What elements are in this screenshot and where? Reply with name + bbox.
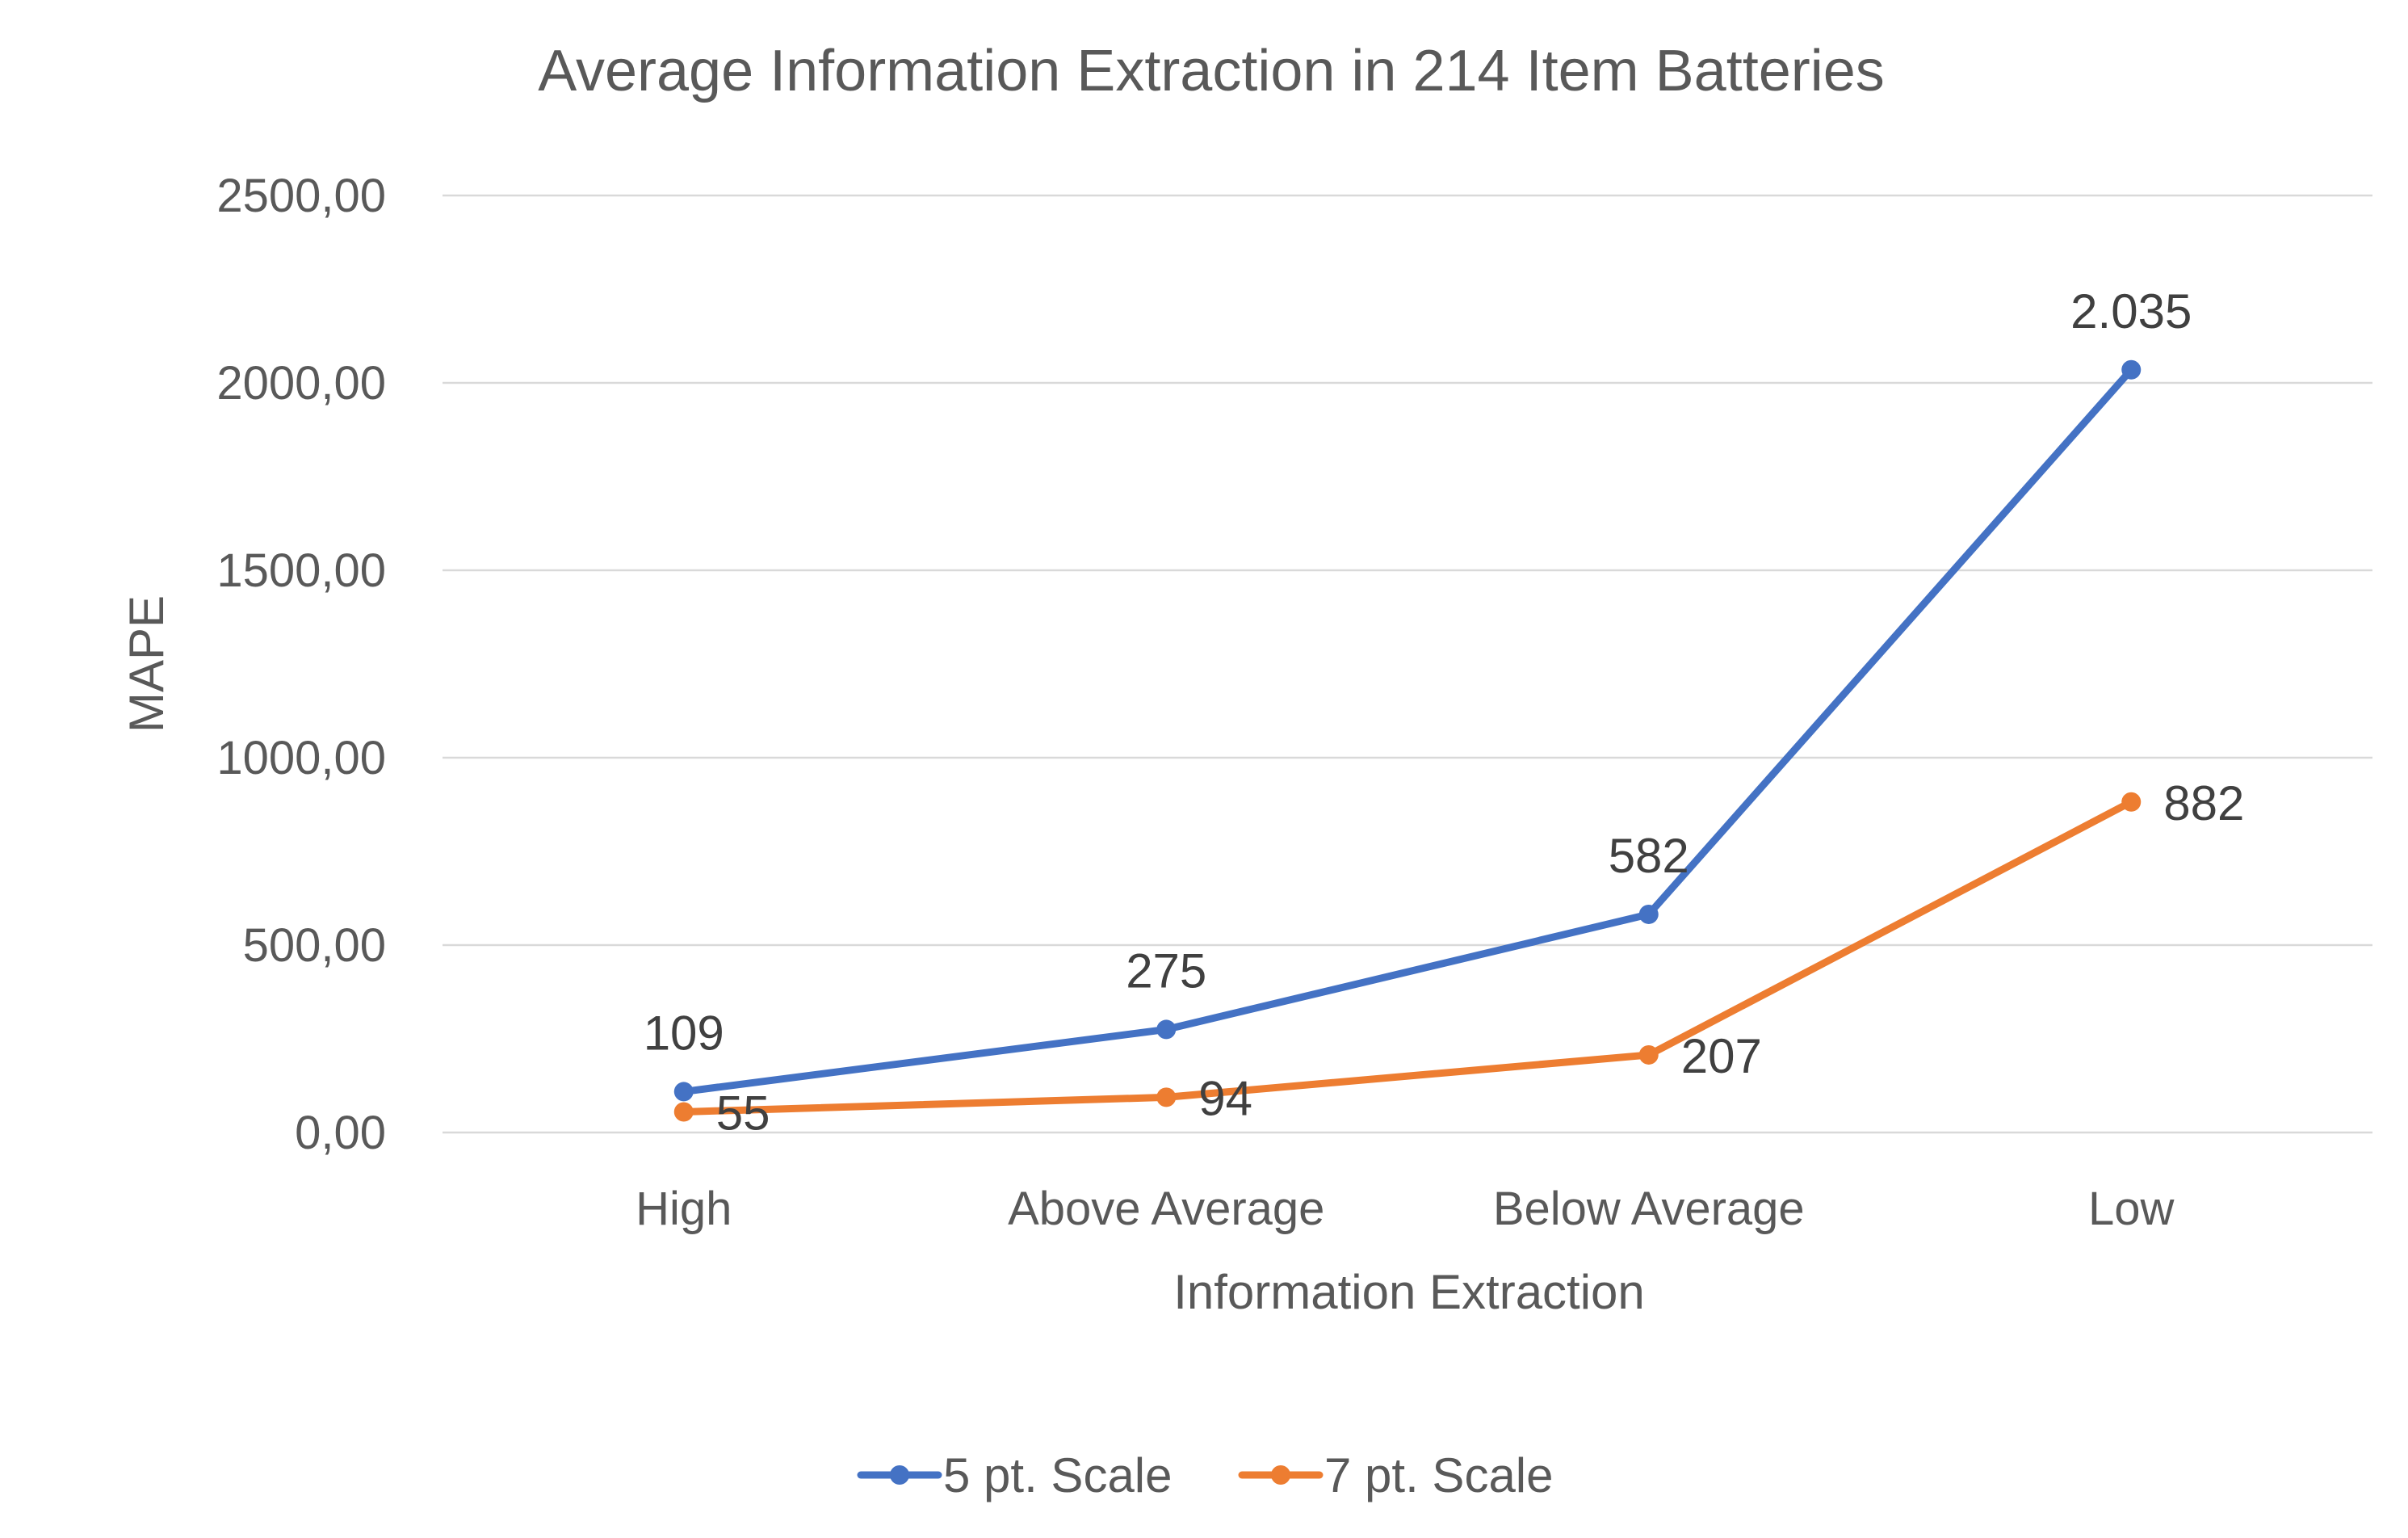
series-5-pt-scale	[673, 359, 2142, 1102]
data-label: 109	[644, 1006, 724, 1060]
x-axis-title: Information Extraction	[1173, 1265, 1645, 1319]
y-axis-ticks: 0,00 500,00 1000,00 1500,00 2000,00 2500,00	[216, 170, 386, 1159]
gridlines	[443, 194, 2372, 1134]
y-tick-label: 500,00	[243, 919, 386, 972]
legend-label: 7 pt. Scale	[1324, 1448, 1554, 1502]
data-point[interactable]	[673, 1082, 694, 1102]
data-point[interactable]	[1638, 904, 1659, 924]
data-point[interactable]	[1156, 1019, 1177, 1040]
y-tick-label: 2500,00	[216, 170, 386, 222]
x-axis-ticks: High Above Average Below Average Low	[636, 1183, 2175, 1235]
y-tick-label: 1500,00	[216, 544, 386, 597]
data-label: 207	[1681, 1029, 1762, 1083]
data-point[interactable]	[2121, 359, 2142, 380]
data-label: 582	[1609, 829, 1689, 883]
legend-entry[interactable]: 7 pt. Scale	[1238, 1448, 1554, 1502]
y-tick-label: 1000,00	[216, 732, 386, 784]
series-lines	[673, 359, 2142, 1122]
legend-entry[interactable]: 5 pt. Scale	[857, 1448, 1173, 1502]
data-label: 882	[2163, 776, 2244, 830]
x-tick-label: High	[636, 1183, 732, 1235]
data-point[interactable]	[1638, 1044, 1659, 1065]
data-label: 2.035	[2070, 284, 2192, 338]
legend-swatch-marker	[1271, 1465, 1290, 1485]
legend-label: 5 pt. Scale	[943, 1448, 1173, 1502]
data-point[interactable]	[2121, 792, 2142, 812]
x-tick-label: Below Average	[1493, 1183, 1805, 1235]
series-line-5-pt-scale	[680, 366, 2135, 1095]
data-point[interactable]	[1156, 1087, 1177, 1107]
data-label: 275	[1126, 943, 1206, 998]
series-line-7-pt-scale	[680, 798, 2135, 1116]
x-tick-label: Low	[2088, 1183, 2175, 1235]
y-tick-label: 0,00	[295, 1107, 386, 1159]
data-labels: 109 275 582 2.035 55 94 207 882	[644, 284, 2245, 1141]
legend[interactable]: 5 pt. Scale 7 pt. Scale	[857, 1448, 1554, 1502]
data-label: 55	[716, 1086, 770, 1140]
data-point[interactable]	[673, 1102, 694, 1122]
legend-swatch-marker	[890, 1465, 909, 1485]
y-tick-label: 2000,00	[216, 357, 386, 410]
chart-title: Average Information Extraction in 214 It…	[538, 39, 1885, 103]
y-axis-title: MAPE	[120, 595, 174, 733]
x-tick-label: Above Average	[1008, 1183, 1324, 1235]
data-label: 94	[1198, 1071, 1252, 1125]
series-7-pt-scale	[673, 792, 2142, 1122]
